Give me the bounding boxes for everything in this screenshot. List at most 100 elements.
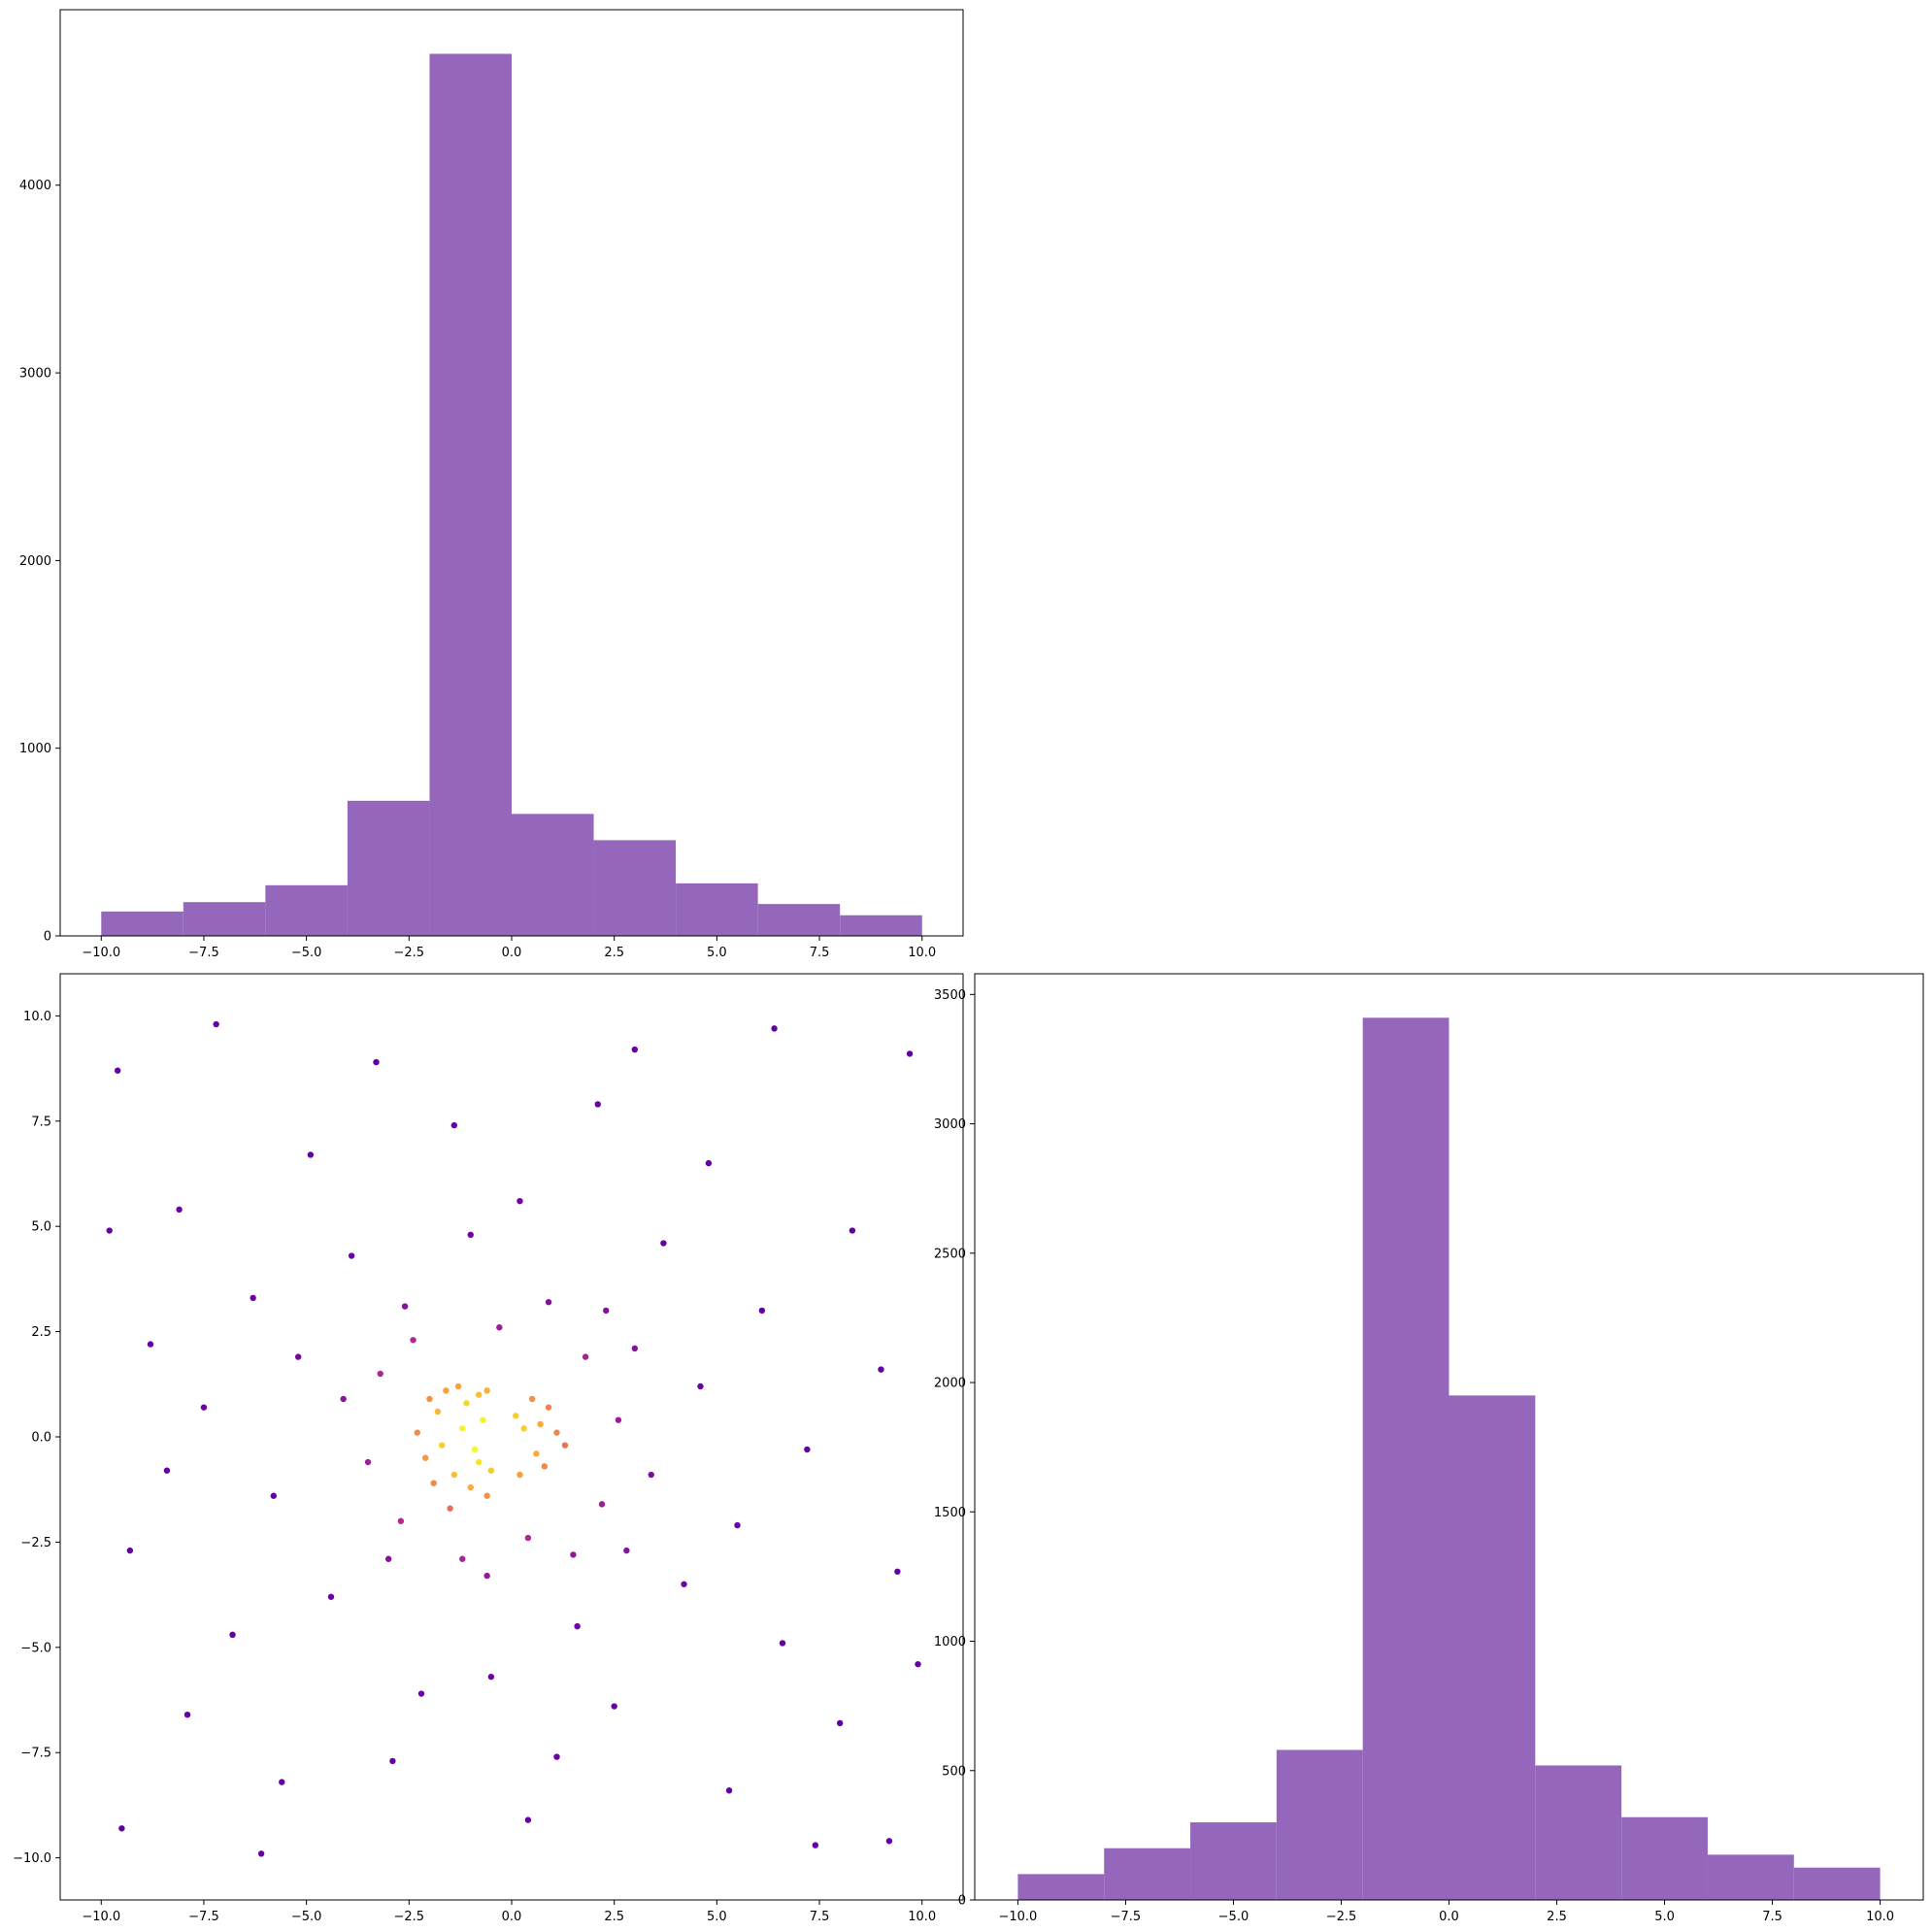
scatter-panel: −10.0 −7.5 −5.0 −2.5 0.0 2.5 5.0 7.5 10.0 −10.0 −7… (13, 973, 964, 1924)
scatter-point (364, 1458, 372, 1466)
scatter-point (250, 1294, 256, 1302)
scatter-point (483, 1387, 490, 1394)
hist-x-x-tick-label: 10.0 (908, 946, 936, 960)
scatter-point (545, 1299, 552, 1306)
scatter-point (459, 1555, 466, 1562)
scatter-point (533, 1450, 540, 1457)
hist-y-bar (1104, 1848, 1191, 1900)
hist-y-y-tick-label: 0 (958, 1894, 966, 1909)
scatter-point (257, 1850, 265, 1857)
scatter-point (483, 1492, 490, 1499)
scatter-point (307, 1151, 315, 1158)
hist-y-bar (1449, 1395, 1536, 1900)
scatter-point (410, 1337, 416, 1344)
hist-x-bar (512, 814, 594, 936)
scatter-point (631, 1046, 639, 1053)
scatter-x-tick-label: −2.5 (394, 1910, 425, 1924)
hist-y-x-tick-label: −10.0 (998, 1910, 1037, 1924)
scatter-y-tick-label: 2.5 (31, 1325, 51, 1340)
scatter-x-tick-label: 7.5 (810, 1910, 830, 1924)
scatter-point (705, 1159, 713, 1167)
scatter-point (541, 1463, 549, 1470)
scatter-point (725, 1787, 733, 1794)
scatter-y-tick-label: 0.0 (31, 1431, 51, 1446)
scatter-point (906, 1050, 914, 1057)
scatter-point (516, 1197, 523, 1205)
hist-x-bar (347, 800, 430, 936)
scatter-x-tick-label: −7.5 (188, 1910, 219, 1924)
hist-x-y-tick-label: 0 (44, 930, 51, 945)
scatter-point (467, 1483, 474, 1491)
scatter-point (611, 1703, 617, 1710)
hist-x-bar (593, 840, 677, 936)
scatter-point (438, 1442, 446, 1449)
scatter-point (459, 1425, 466, 1432)
scatter-point (401, 1303, 409, 1310)
hist-y-y-tick-label: 3000 (934, 1117, 966, 1132)
scatter-point (229, 1631, 236, 1639)
scatter-point (603, 1307, 610, 1315)
hist-x-bar (676, 883, 758, 936)
scatter-x-tick-label: 10.0 (908, 1910, 936, 1924)
hist-y-y-tick-label: 1000 (934, 1635, 966, 1649)
hist-x-bar (101, 911, 183, 936)
scatter-point (537, 1420, 544, 1428)
hist-x-x-tick-label: 0.0 (502, 946, 522, 960)
scatter-point (631, 1345, 639, 1352)
scatter-point (885, 1838, 893, 1845)
scatter-point (183, 1712, 191, 1718)
hist-x-x-tick-label: 7.5 (810, 946, 830, 960)
hist-y-bar (1707, 1854, 1794, 1900)
scatter-point (397, 1517, 405, 1524)
scatter-point (348, 1252, 355, 1259)
scatter-point (804, 1446, 811, 1453)
scatter-point (570, 1551, 577, 1558)
histogram-x-panel: −10.0 −7.5 −5.0 −2.5 0.0 2.5 5.0 7.5 10.0 0 1000 20… (19, 9, 964, 960)
hist-y-bar (1793, 1867, 1881, 1900)
scatter-x-tick-label: 2.5 (604, 1910, 624, 1924)
scatter-point (454, 1382, 462, 1390)
hist-x-x-tick-label: −2.5 (394, 946, 425, 960)
scatter-x-tick-label: −10.0 (82, 1910, 120, 1924)
scatter-point (417, 1690, 425, 1697)
scatter-point (561, 1442, 569, 1449)
scatter-point (836, 1719, 844, 1727)
scatter-y-tick-label: −7.5 (20, 1747, 51, 1761)
hist-x-x-tick-label: 2.5 (604, 946, 624, 960)
scatter-point (434, 1408, 442, 1416)
scatter-y-tick-label: −10.0 (13, 1851, 51, 1866)
scatter-point (463, 1400, 470, 1407)
hist-x-axes-frame (59, 9, 964, 937)
hist-y-x-tick-label: 2.5 (1547, 1910, 1567, 1924)
scatter-point (147, 1341, 154, 1348)
scatter-point (126, 1547, 134, 1554)
scatter-point (384, 1555, 392, 1562)
hist-x-x-tick-label: 5.0 (707, 946, 727, 960)
scatter-point (426, 1395, 433, 1403)
scatter-point (524, 1534, 532, 1542)
scatter-point (450, 1121, 458, 1129)
scatter-point (163, 1467, 171, 1474)
scatter-y-tick-label: 5.0 (31, 1220, 51, 1235)
scatter-point (200, 1404, 208, 1411)
hist-x-y-tick-label: 4000 (19, 179, 51, 193)
scatter-point (106, 1227, 113, 1234)
scatter-point (294, 1353, 302, 1360)
scatter-point (582, 1353, 589, 1360)
scatter-point (574, 1622, 581, 1630)
hist-y-x-tick-label: 10.0 (1866, 1910, 1894, 1924)
scatter-point (430, 1480, 437, 1486)
scatter-point (697, 1382, 704, 1390)
scatter-point (450, 1471, 458, 1479)
scatter-point (553, 1753, 560, 1760)
hist-y-bar (1621, 1816, 1708, 1900)
scatter-point (270, 1492, 278, 1499)
hist-x-bar (183, 902, 266, 936)
scatter-point (516, 1471, 523, 1479)
scatter-y-tick-label: 7.5 (31, 1115, 51, 1129)
hist-y-y-tick-label: 2500 (934, 1247, 966, 1261)
scatter-point (513, 1413, 519, 1419)
scatter-point (327, 1593, 335, 1600)
scatter-point (176, 1206, 183, 1214)
scatter-point (340, 1395, 347, 1403)
